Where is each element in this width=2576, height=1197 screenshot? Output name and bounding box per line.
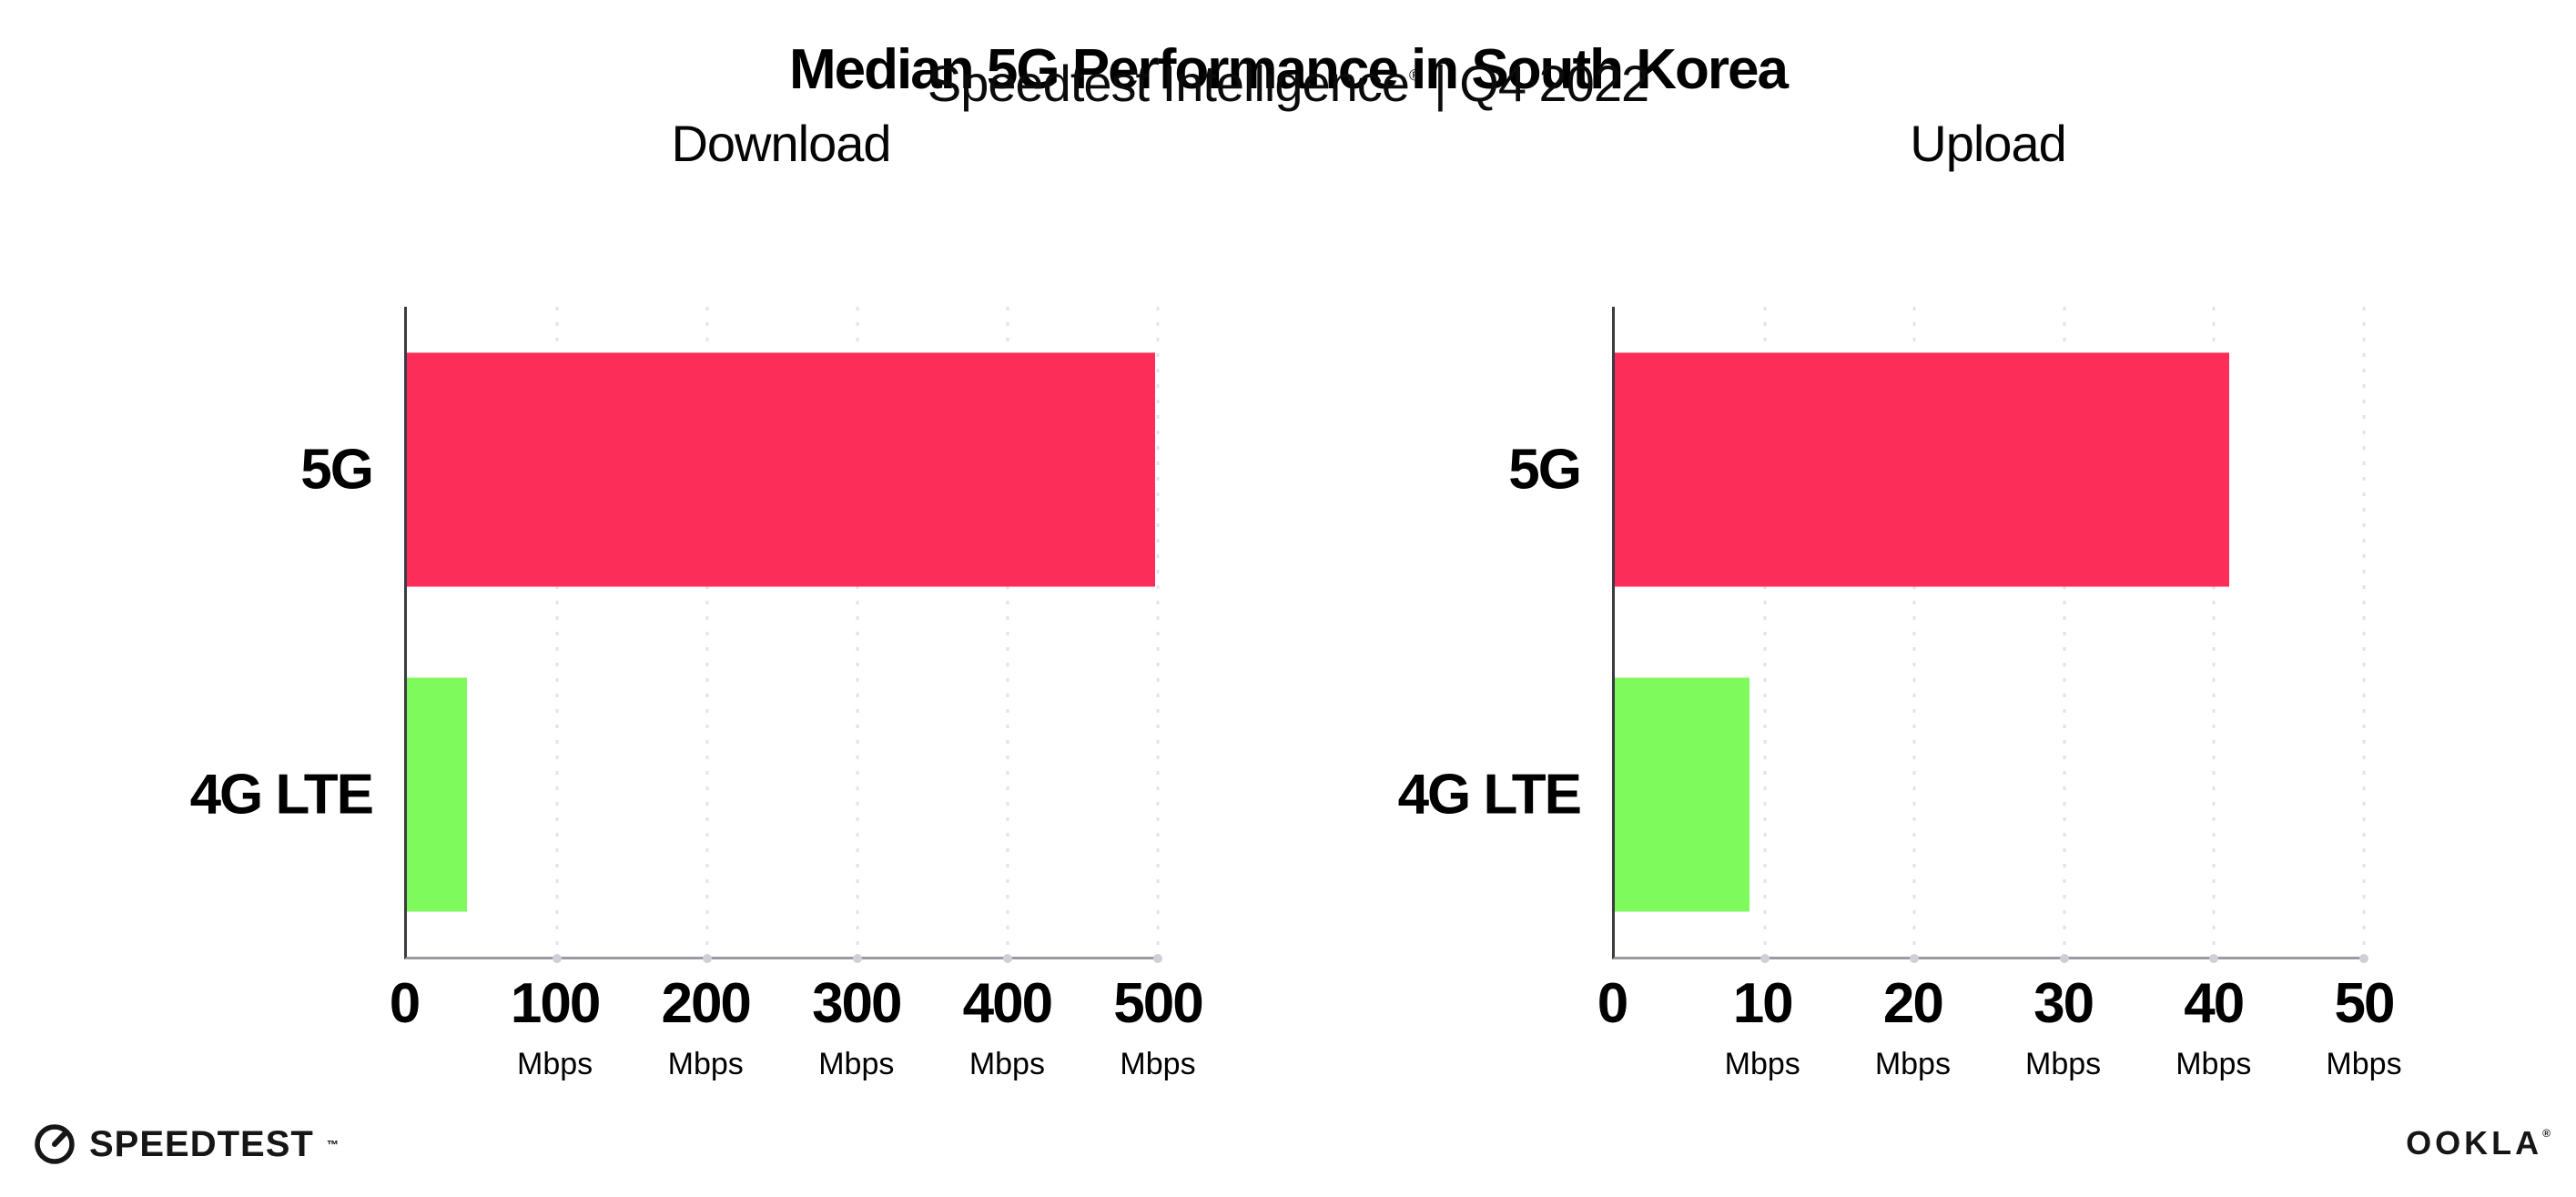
x-tick-label: 20 — [1882, 972, 1944, 1035]
x-tick-label: 50 — [2334, 972, 2396, 1035]
tick-dot — [553, 954, 562, 963]
x-tick: 300 Mbps — [812, 972, 902, 1081]
tick-dot — [703, 954, 712, 963]
x-tick: 50 Mbps — [2326, 976, 2401, 1080]
x-tick-unit: Mbps — [2025, 1047, 2102, 1081]
bar-row-5g: 5G — [1508, 307, 2364, 632]
category-label-4g-lte: 4G LTE — [189, 763, 374, 826]
download-chart: Download 5G 4G LTE 0 100 Mbps 200 Mbps 300 Mbps… — [190, 115, 1204, 1121]
registered-trademark-icon: ® — [1408, 66, 1422, 85]
x-tick-label: 10 — [1732, 972, 1794, 1035]
bar-4g-lte — [407, 676, 467, 912]
upload-chart-title: Upload — [1910, 115, 2066, 172]
tick-dot — [1003, 954, 1012, 963]
gridline — [2063, 307, 2066, 957]
gridline — [705, 307, 709, 957]
download-plot-area: 5G 4G LTE — [190, 307, 1162, 963]
bar-row-4g-lte: 4G LTE — [1398, 632, 2364, 957]
tick-dot — [1153, 954, 1162, 963]
x-tick-unit: Mbps — [2175, 1047, 2252, 1081]
x-tick-label: 200 — [661, 972, 751, 1035]
gridline — [856, 307, 859, 957]
x-tick-label: 0 — [389, 972, 421, 1035]
speedtest-logo: SPEEDTEST ™ — [33, 1122, 339, 1166]
tick-dot — [2059, 954, 2069, 963]
upload-chart: Upload 5G 4G LTE 0 10 Mbps 20 Mbps 30 Mbps 40 Mbp… — [1398, 115, 2402, 1121]
x-tick: 0 — [1597, 972, 1629, 1035]
x-tick: 20 Mbps — [1875, 976, 1951, 1080]
upload-plot-area: 5G 4G LTE — [1398, 307, 2368, 963]
subtitle-brand: Speedtest Intelligence — [927, 55, 1410, 112]
trademark-icon: ™ — [326, 1137, 339, 1151]
x-tick-unit: Mbps — [1874, 1047, 1951, 1081]
tick-dot — [853, 954, 862, 963]
x-tick-label: 100 — [510, 972, 601, 1035]
x-tick-unit: Mbps — [1120, 1047, 1196, 1081]
tick-dot — [2209, 954, 2219, 963]
x-tick-unit: Mbps — [517, 1047, 593, 1081]
category-label-5g: 5G — [1508, 438, 1582, 501]
x-tick-label: 400 — [962, 972, 1053, 1035]
download-chart-title: Download — [671, 115, 891, 172]
x-tick-unit: Mbps — [2326, 1047, 2402, 1081]
gridline — [1763, 307, 1767, 957]
bar-5g — [407, 351, 1155, 587]
x-tick: 0 — [389, 972, 421, 1035]
gridline — [2362, 307, 2366, 957]
ookla-registered-icon: ® — [2542, 1126, 2551, 1140]
bar-row-5g: 5G — [300, 307, 1158, 632]
x-tick: 500 Mbps — [1113, 972, 1203, 1081]
subtitle-quarter: | Q4 2022 — [1434, 55, 1649, 112]
x-tick-unit: Mbps — [969, 1047, 1045, 1081]
gridline — [1912, 307, 1916, 957]
gridline — [2212, 307, 2216, 957]
ookla-logo: OOKLA® — [2406, 1124, 2551, 1162]
gridline — [555, 307, 559, 957]
x-tick: 400 Mbps — [962, 972, 1053, 1081]
page-subtitle: Speedtest Intelligence® | Q4 2022 — [0, 58, 2576, 109]
x-tick-label: 40 — [2184, 972, 2245, 1035]
gridline — [1006, 307, 1009, 957]
x-tick-unit: Mbps — [818, 1047, 895, 1081]
x-tick-unit: Mbps — [1724, 1047, 1800, 1081]
x-tick-label: 500 — [1113, 972, 1203, 1035]
gridline — [1156, 307, 1160, 957]
speedtest-gauge-icon — [35, 1124, 75, 1164]
x-tick-label: 0 — [1597, 972, 1629, 1035]
bar-row-4g-lte: 4G LTE — [190, 632, 1158, 957]
category-label-4g-lte: 4G LTE — [1397, 763, 1582, 826]
ookla-wordmark: OOKLA — [2406, 1124, 2543, 1161]
x-tick: 10 Mbps — [1725, 976, 1800, 1080]
x-tick-label: 30 — [2033, 972, 2094, 1035]
x-tick-unit: Mbps — [667, 1047, 744, 1081]
speedtest-wordmark: SPEEDTEST — [89, 1123, 314, 1164]
x-tick: 200 Mbps — [661, 972, 751, 1081]
bar-4g-lte — [1615, 676, 1750, 912]
category-label-5g: 5G — [300, 438, 374, 501]
download-x-axis: 0 100 Mbps 200 Mbps 300 Mbps 400 Mbps 500 Mbps — [390, 972, 1204, 1121]
bar-5g — [1615, 351, 2229, 587]
tick-dot — [2359, 954, 2368, 963]
upload-x-axis: 0 10 Mbps 20 Mbps 30 Mbps 40 Mbps 50 Mbps — [1597, 976, 2402, 1121]
x-tick: 40 Mbps — [2175, 976, 2251, 1080]
tick-dot — [1910, 954, 1920, 963]
tick-dot — [1760, 954, 1770, 963]
x-tick-label: 300 — [812, 972, 902, 1035]
page-title: Median 5G Performance in South Korea — [789, 37, 1789, 101]
x-tick: 100 Mbps — [510, 972, 601, 1081]
x-tick: 30 Mbps — [2025, 976, 2101, 1080]
